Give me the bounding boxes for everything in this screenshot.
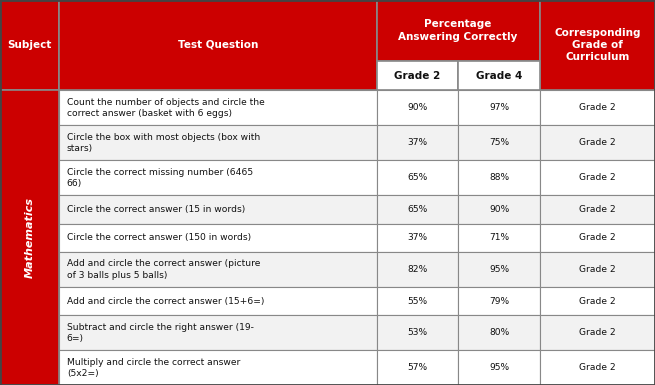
Bar	[540, 126, 655, 160]
Bar	[59, 160, 377, 195]
Text: Grade 2: Grade 2	[579, 138, 616, 147]
Bar	[458, 315, 540, 350]
Bar	[59, 315, 377, 350]
Bar	[59, 350, 377, 385]
Text: Grade 2: Grade 2	[579, 328, 616, 337]
Text: Mathematics: Mathematics	[24, 197, 35, 278]
Text: 37%: 37%	[407, 233, 428, 242]
Bar	[458, 90, 540, 126]
Text: Count the number of objects and circle the
correct answer (basket with 6 eggs): Count the number of objects and circle t…	[67, 97, 265, 118]
Bar	[0, 90, 59, 385]
Text: Circle the correct answer (15 in words): Circle the correct answer (15 in words)	[67, 205, 245, 214]
Bar	[377, 224, 458, 252]
Text: 95%: 95%	[489, 265, 509, 274]
Text: 97%: 97%	[489, 103, 509, 112]
Text: 90%: 90%	[489, 205, 509, 214]
Bar	[59, 0, 377, 90]
Text: Percentage
Answering Correctly: Percentage Answering Correctly	[398, 20, 518, 42]
Text: Grade 2: Grade 2	[579, 233, 616, 242]
Text: 71%: 71%	[489, 233, 509, 242]
Bar	[458, 350, 540, 385]
Text: Subject: Subject	[7, 40, 52, 50]
Text: Grade 2: Grade 2	[579, 363, 616, 372]
Text: 88%: 88%	[489, 173, 509, 182]
Text: Circle the correct missing number (⁤6465
66): Circle the correct missing number (⁤6465…	[67, 167, 253, 188]
Bar	[540, 90, 655, 126]
Bar	[377, 90, 458, 126]
Text: Circle the correct answer (150 in words): Circle the correct answer (150 in words)	[67, 233, 251, 242]
Bar	[377, 195, 458, 224]
Bar	[458, 252, 540, 287]
Text: Grade 2: Grade 2	[579, 296, 616, 306]
Bar	[377, 287, 458, 315]
Bar	[377, 350, 458, 385]
Text: Multiply and circle the correct answer
(5x2=): Multiply and circle the correct answer (…	[67, 358, 240, 378]
Text: Test Question: Test Question	[178, 40, 258, 50]
Bar	[59, 195, 377, 224]
Bar	[59, 90, 377, 126]
Text: 65%: 65%	[407, 173, 428, 182]
Text: 57%: 57%	[407, 363, 428, 372]
Bar	[540, 224, 655, 252]
Text: Grade 2: Grade 2	[579, 205, 616, 214]
Text: 37%: 37%	[407, 138, 428, 147]
Text: 90%: 90%	[407, 103, 428, 112]
Bar	[458, 287, 540, 315]
Bar	[377, 61, 458, 90]
Bar	[458, 224, 540, 252]
Bar	[540, 252, 655, 287]
Bar	[458, 61, 540, 90]
Text: Grade 2: Grade 2	[579, 103, 616, 112]
Bar	[540, 160, 655, 195]
Text: Grade 2: Grade 2	[394, 70, 441, 80]
Bar	[59, 126, 377, 160]
Bar	[458, 195, 540, 224]
Text: Circle the box with most objects (box with
stars): Circle the box with most objects (box wi…	[67, 133, 260, 153]
Text: 55%: 55%	[407, 296, 428, 306]
Text: 82%: 82%	[407, 265, 428, 274]
Bar	[59, 287, 377, 315]
Text: 75%: 75%	[489, 138, 509, 147]
Bar	[0, 0, 59, 90]
Text: 53%: 53%	[407, 328, 428, 337]
Bar	[540, 0, 655, 90]
Bar	[377, 252, 458, 287]
Text: Grade 2: Grade 2	[579, 173, 616, 182]
Text: 79%: 79%	[489, 296, 509, 306]
Bar	[458, 160, 540, 195]
Bar	[59, 252, 377, 287]
Text: 80%: 80%	[489, 328, 509, 337]
Bar	[540, 195, 655, 224]
Bar	[377, 0, 540, 61]
Bar	[540, 287, 655, 315]
Bar	[540, 315, 655, 350]
Text: Add and circle the correct answer (picture
of 3 balls plus 5 balls): Add and circle the correct answer (pictu…	[67, 259, 260, 280]
Bar	[377, 160, 458, 195]
Bar	[59, 224, 377, 252]
Text: Add and circle the correct answer (15+6=): Add and circle the correct answer (15+6=…	[67, 296, 264, 306]
Bar	[458, 126, 540, 160]
Text: Grade 2: Grade 2	[579, 265, 616, 274]
Text: 65%: 65%	[407, 205, 428, 214]
Text: 95%: 95%	[489, 363, 509, 372]
Text: Grade 4: Grade 4	[476, 70, 522, 80]
Text: Corresponding
Grade of
Curriculum: Corresponding Grade of Curriculum	[554, 27, 641, 62]
Text: Subtract and circle the right answer (19-
6=): Subtract and circle the right answer (19…	[67, 323, 253, 343]
Bar	[377, 126, 458, 160]
Bar	[540, 350, 655, 385]
Bar	[377, 315, 458, 350]
